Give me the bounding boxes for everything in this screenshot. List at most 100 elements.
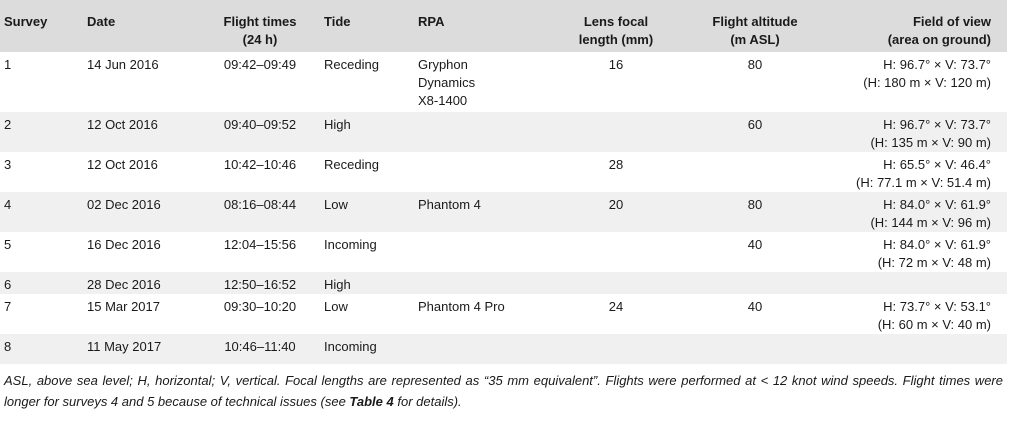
table-row: 8 11 May 2017 10:46–11:40 Incoming (0, 334, 1007, 364)
header-focal-length: Lens focal length (mm) (546, 0, 686, 52)
cell-flight-times: 09:42–09:49 (200, 52, 320, 112)
cell-date: 14 Jun 2016 (83, 52, 200, 112)
header-focal-line1: Lens focal (583, 14, 649, 29)
cell-focal-length (546, 272, 686, 294)
cell-altitude-text: 60 (747, 117, 763, 132)
cell-field-of-view-text: H: 65.5° × V: 46.4° (883, 157, 991, 172)
header-fov-line1: Field of view (912, 14, 991, 29)
cell-date-text: 14 Jun 2016 (87, 57, 159, 72)
cell-flight-times-text: 12:04–15:56 (223, 237, 297, 252)
cell-survey: 8 (0, 334, 83, 364)
cell-survey-text: 5 (4, 237, 12, 252)
header-focal-line2: length (mm) (578, 32, 654, 47)
cell-rpa (414, 272, 546, 294)
cell-rpa-text: Phantom 4 (418, 197, 481, 212)
cell-tide-text: Low (324, 197, 348, 212)
cell-tide-text: Incoming (324, 339, 377, 354)
cell-field-of-view (824, 334, 1007, 364)
cell-date: 11 May 2017 (83, 334, 200, 364)
cell-survey-text: 7 (4, 299, 12, 314)
table-footnote: ASL, above sea level; H, horizontal; V, … (0, 364, 1007, 412)
cell-date-text: 15 Mar 2017 (87, 299, 160, 314)
table-row: 4 02 Dec 2016 08:16–08:44 Low Phantom 4 20 80 H… (0, 192, 1007, 232)
cell-date: 16 Dec 2016 (83, 232, 200, 272)
cell-date: 15 Mar 2017 (83, 294, 200, 334)
cell-field-of-view-text: (H: 72 m × V: 48 m) (877, 255, 991, 270)
cell-focal-length (546, 112, 686, 152)
cell-field-of-view-text: (H: 180 m × V: 120 m) (863, 75, 991, 90)
cell-altitude: 60 (686, 112, 824, 152)
header-fov-line2: (area on ground) (887, 32, 991, 47)
cell-altitude (686, 334, 824, 364)
cell-tide: Receding (320, 152, 414, 192)
cell-date-text: 16 Dec 2016 (87, 237, 161, 252)
cell-rpa-text: Phantom 4 Pro (418, 299, 505, 314)
cell-flight-times: 12:04–15:56 (200, 232, 320, 272)
cell-rpa (414, 152, 546, 192)
cell-tide-text: Incoming (324, 237, 377, 252)
cell-altitude-text: 80 (747, 197, 763, 212)
cell-rpa (414, 334, 546, 364)
cell-date-text: 28 Dec 2016 (87, 277, 161, 292)
cell-focal-length (546, 232, 686, 272)
header-row: Survey Date Flight times (24 h) Tide RPA … (0, 0, 1007, 52)
cell-tide: Low (320, 294, 414, 334)
cell-field-of-view-text: H: 73.7° × V: 53.1° (883, 299, 991, 314)
header-flight-times-line2: (24 h) (242, 32, 278, 47)
cell-flight-times-text: 12:50–16:52 (223, 277, 297, 292)
cell-rpa-text: Dynamics (418, 75, 476, 90)
cell-flight-times: 08:16–08:44 (200, 192, 320, 232)
footnote-text-before: ASL, above sea level; H, horizontal; V, … (4, 373, 1003, 409)
cell-rpa: Phantom 4 (414, 192, 546, 232)
cell-field-of-view-text: H: 96.7° × V: 73.7° (883, 117, 991, 132)
cell-altitude-text: 80 (747, 57, 763, 72)
table-row: 3 12 Oct 2016 10:42–10:46 Receding 28 H: 65.5… (0, 152, 1007, 192)
cell-survey-text: 4 (4, 197, 12, 212)
cell-flight-times: 10:42–10:46 (200, 152, 320, 192)
cell-flight-times-text: 09:42–09:49 (223, 57, 297, 72)
header-survey: Survey (4, 14, 48, 29)
cell-field-of-view: H: 84.0° × V: 61.9° (H: 144 m × V: 96 m) (824, 192, 1007, 232)
cell-altitude (686, 272, 824, 294)
cell-survey-text: 8 (4, 339, 12, 354)
cell-tide-text: High (324, 117, 351, 132)
header-altitude-line1: Flight altitude (712, 14, 798, 29)
cell-field-of-view: H: 84.0° × V: 61.9° (H: 72 m × V: 48 m) (824, 232, 1007, 272)
cell-rpa: Phantom 4 Pro (414, 294, 546, 334)
footnote-text-after: for details). (393, 394, 462, 409)
cell-focal-length: 20 (546, 192, 686, 232)
cell-field-of-view-text: H: 96.7° × V: 73.7° (883, 57, 991, 72)
cell-date: 02 Dec 2016 (83, 192, 200, 232)
cell-flight-times: 12:50–16:52 (200, 272, 320, 294)
cell-altitude: 80 (686, 192, 824, 232)
cell-rpa-text: X8-1400 (418, 93, 468, 108)
cell-survey-text: 1 (4, 57, 12, 72)
cell-tide: Incoming (320, 334, 414, 364)
cell-rpa-text: Gryphon (418, 57, 468, 72)
cell-focal-length: 28 (546, 152, 686, 192)
header-flight-times: Flight times (24 h) (200, 0, 320, 52)
cell-survey-text: 3 (4, 157, 12, 172)
cell-flight-times-text: 09:30–10:20 (223, 299, 297, 314)
table-row: 6 28 Dec 2016 12:50–16:52 High (0, 272, 1007, 294)
header-altitude: Flight altitude (m ASL) (686, 0, 824, 52)
cell-altitude: 40 (686, 294, 824, 334)
cell-rpa (414, 112, 546, 152)
cell-tide: Receding (320, 52, 414, 112)
cell-date: 28 Dec 2016 (83, 272, 200, 294)
cell-survey: 1 (0, 52, 83, 112)
table-row: 5 16 Dec 2016 12:04–15:56 Incoming 40 H: 84.0… (0, 232, 1007, 272)
cell-date: 12 Oct 2016 (83, 152, 200, 192)
cell-flight-times-text: 10:46–11:40 (224, 339, 296, 354)
cell-date-text: 12 Oct 2016 (87, 157, 158, 172)
cell-altitude-text: 40 (747, 299, 763, 314)
cell-altitude: 80 (686, 52, 824, 112)
cell-tide: Low (320, 192, 414, 232)
cell-tide-text: Low (324, 299, 348, 314)
cell-survey: 3 (0, 152, 83, 192)
cell-tide-text: High (324, 277, 351, 292)
cell-field-of-view: H: 65.5° × V: 46.4° (H: 77.1 m × V: 51.4 … (824, 152, 1007, 192)
cell-tide-text: Receding (324, 157, 379, 172)
cell-survey: 6 (0, 272, 83, 294)
